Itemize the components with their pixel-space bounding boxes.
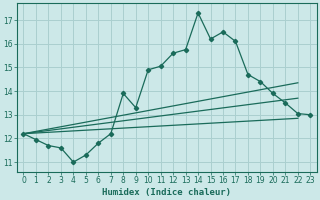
X-axis label: Humidex (Indice chaleur): Humidex (Indice chaleur) <box>102 188 231 197</box>
